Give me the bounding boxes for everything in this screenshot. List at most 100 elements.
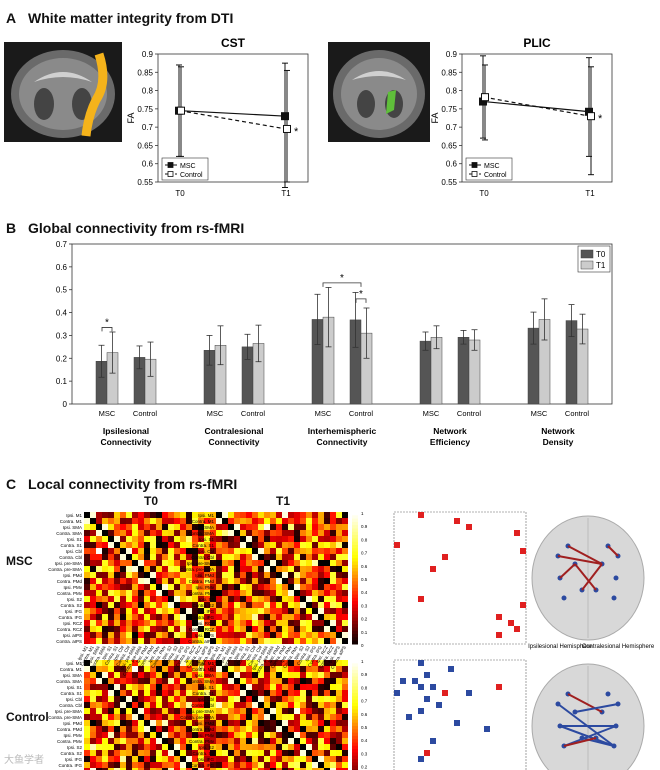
cell-ctl-t0-17-0 (84, 762, 90, 768)
cell-ctl-t0-16-20 (204, 756, 210, 762)
cell-ctl-t1-15-13 (294, 750, 300, 756)
cell-ctl-t1-13-12 (288, 738, 294, 744)
cell-msc-t1-0-7 (258, 512, 264, 518)
cell-ctl-t0-18-4 (108, 768, 114, 770)
cell-msc-t1-14-4 (240, 596, 246, 602)
cell-msc-t0-2-11 (150, 524, 156, 530)
cell-ctl-t1-2-17 (318, 672, 324, 678)
cell-msc-t1-14-17 (318, 596, 324, 602)
cell-msc-t0-16-18 (192, 608, 198, 614)
cell-msc-t1-10-0 (216, 572, 222, 578)
cell-ctl-t0-11-14 (168, 726, 174, 732)
plic-point-1-1 (587, 112, 595, 121)
cell-msc-t1-14-6 (252, 596, 258, 602)
cell-msc-t0-19-10 (144, 626, 150, 632)
cell-ctl-t1-8-1 (222, 708, 228, 714)
cell-ctl-t1-0-17 (318, 660, 324, 666)
cell-ctl-t1-6-15 (306, 696, 312, 702)
plic-legend-label-0: MSC (484, 163, 500, 170)
cell-ctl-t0-7-16 (180, 702, 186, 708)
cell-ctl-t1-0-8 (264, 660, 270, 666)
cell-msc-t1-7-11 (282, 554, 288, 560)
cell-ctl-t1-6-17 (318, 696, 324, 702)
cell-ctl-t1-5-20 (336, 690, 342, 696)
colorbar-seg-msc-14 (352, 558, 358, 562)
cell-msc-t1-11-14 (300, 578, 306, 584)
cell-msc-t1-2-21 (342, 524, 348, 530)
cell-ctl-t0-1-21 (210, 666, 216, 672)
cell-ctl-t0-8-12 (156, 708, 162, 714)
cell-msc-t1-6-21 (342, 548, 348, 554)
cell-msc-t1-11-11 (282, 578, 288, 584)
region-row-label-msc-t0-15: Contra. S2 (60, 603, 82, 608)
cell-ctl-t1-17-12 (288, 762, 294, 768)
cell-ctl-t1-1-17 (318, 666, 324, 672)
cell-msc-t0-19-12 (156, 626, 162, 632)
cell-msc-t1-17-14 (300, 614, 306, 620)
cell-msc-t0-1-19 (198, 518, 204, 524)
cell-ctl-t1-2-21 (342, 672, 348, 678)
cell-msc-t1-12-17 (318, 584, 324, 590)
cell-ctl-t0-3-20 (204, 678, 210, 684)
plic-xtick-label-1: T1 (585, 189, 595, 198)
cell-msc-t0-7-3 (102, 554, 108, 560)
cell-ctl-t0-4-19 (198, 684, 204, 690)
cell-msc-t1-4-21 (342, 536, 348, 542)
cell-ctl-t0-7-10 (144, 702, 150, 708)
sig-star-1: * (340, 273, 344, 284)
cell-msc-t0-15-11 (150, 602, 156, 608)
cell-ctl-t0-13-4 (108, 738, 114, 744)
cell-msc-t1-5-16 (312, 542, 318, 548)
cell-ctl-t0-15-1 (90, 750, 96, 756)
cell-msc-t0-0-13 (162, 512, 168, 518)
colorbar-seg-ctl-1 (352, 663, 358, 668)
cell-ctl-t1-6-9 (270, 696, 276, 702)
cell-msc-t0-19-16 (180, 626, 186, 632)
cell-msc-t0-21-10 (144, 638, 150, 644)
cell-msc-t0-21-18 (192, 638, 198, 644)
bars-ytick-label-3: 0.3 (56, 331, 68, 340)
cell-ctl-t1-13-20 (336, 738, 342, 744)
cell-ctl-t1-12-14 (300, 732, 306, 738)
cell-ctl-t0-4-15 (174, 684, 180, 690)
cell-ctl-t0-10-13 (162, 720, 168, 726)
cell-ctl-t0-7-12 (156, 702, 162, 708)
cell-ctl-t0-5-0 (84, 690, 90, 696)
cell-ctl-t1-16-17 (318, 756, 324, 762)
cell-ctl-t0-1-4 (108, 666, 114, 672)
cell-ctl-t1-16-13 (294, 756, 300, 762)
cell-ctl-t1-16-12 (288, 756, 294, 762)
colorbar-tick-ctl-2: 0.8 (361, 685, 368, 690)
cell-msc-t0-4-8 (132, 536, 138, 542)
cell-ctl-t1-5-5 (246, 690, 252, 696)
cell-msc-t1-12-13 (294, 584, 300, 590)
cell-ctl-t0-2-17 (186, 672, 192, 678)
cell-ctl-t0-6-17 (186, 696, 192, 702)
cell-msc-t0-10-10 (144, 572, 150, 578)
cell-ctl-t0-7-7 (126, 702, 132, 708)
cell-ctl-t1-9-0 (216, 714, 222, 720)
cell-ctl-t0-0-14 (168, 660, 174, 666)
cell-ctl-t0-16-12 (156, 756, 162, 762)
cell-ctl-t0-16-9 (138, 756, 144, 762)
cell-ctl-t1-14-18 (324, 744, 330, 750)
cell-msc-t1-7-21 (342, 554, 348, 560)
cell-msc-t1-20-3 (234, 632, 240, 638)
cell-msc-t0-8-1 (90, 560, 96, 566)
colorbar-seg-msc-5 (352, 528, 358, 533)
cell-msc-t0-14-2 (96, 596, 102, 602)
group-label-line1-0: Ipsilesional (103, 426, 149, 436)
cell-ctl-t1-15-1 (222, 750, 228, 756)
cell-ctl-t0-16-1 (90, 756, 96, 762)
cell-msc-t1-9-5 (246, 566, 252, 572)
cell-msc-t1-12-21 (342, 584, 348, 590)
colorbar-seg-ctl-10 (352, 693, 358, 697)
bars-ytick-label-7: 0.7 (56, 240, 68, 249)
cell-ctl-t0-8-5 (114, 708, 120, 714)
cell-ctl-t0-1-11 (150, 666, 156, 672)
cell-msc-t1-4-14 (300, 536, 306, 542)
cell-ctl-t1-11-16 (312, 726, 318, 732)
colorbar-seg-msc-33 (352, 620, 358, 625)
cell-msc-t0-6-9 (138, 548, 144, 554)
cell-msc-t0-2-14 (168, 524, 174, 530)
